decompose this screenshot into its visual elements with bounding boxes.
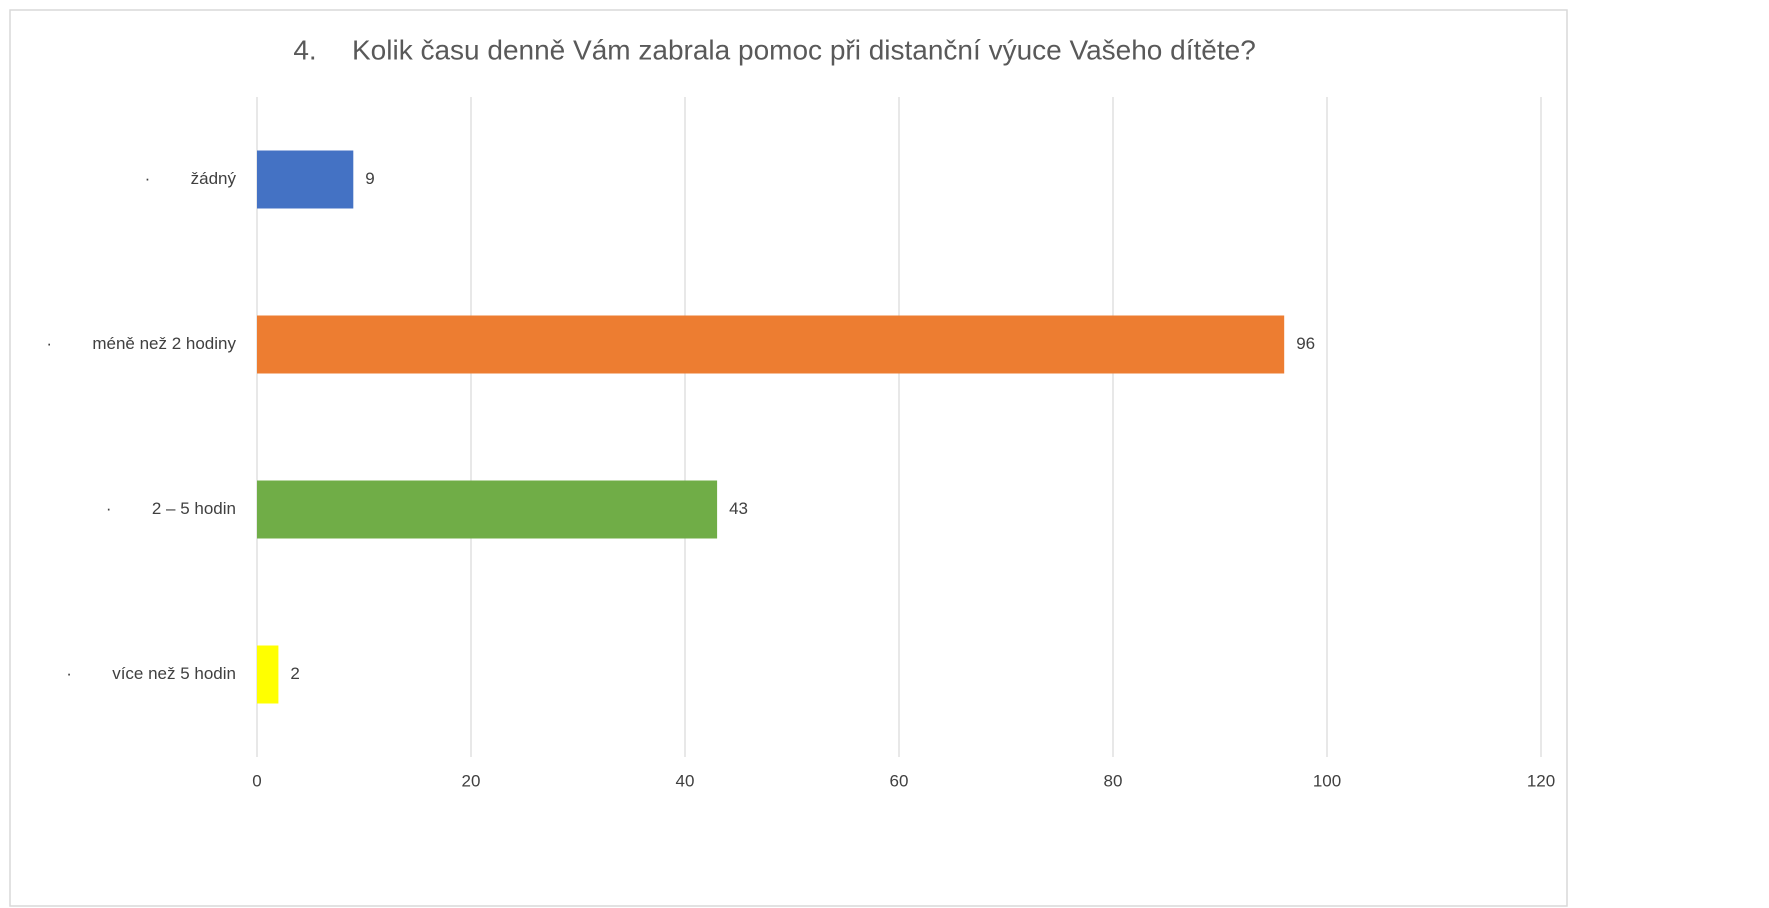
x-tick-label: 120 (1527, 771, 1555, 790)
bullet: · (145, 169, 151, 188)
chart-title: Kolik času denně Vám zabrala pomoc při d… (352, 34, 1256, 65)
x-tick-label: 60 (890, 771, 909, 790)
data-label: 2 (290, 664, 299, 683)
bullet: · (106, 499, 112, 518)
bar (257, 645, 279, 704)
y-tick-label: více než 5 hodin (112, 664, 236, 683)
data-label: 96 (1296, 334, 1315, 353)
data-label: 9 (365, 169, 374, 188)
title-number: 4. (293, 34, 316, 65)
bullet: · (46, 334, 52, 353)
data-label: 43 (729, 499, 748, 518)
x-tick-label: 20 (462, 771, 481, 790)
y-tick-label: méně než 2 hodiny (92, 334, 236, 353)
bar (257, 150, 354, 209)
x-tick-label: 80 (1104, 771, 1123, 790)
bullet: · (66, 664, 72, 683)
x-tick-label: 100 (1313, 771, 1341, 790)
bar (257, 315, 1285, 374)
x-tick-label: 0 (252, 771, 261, 790)
y-tick-label: žádný (191, 169, 237, 188)
bar (257, 480, 718, 539)
x-tick-label: 40 (676, 771, 695, 790)
y-tick-label: 2 – 5 hodin (152, 499, 236, 518)
